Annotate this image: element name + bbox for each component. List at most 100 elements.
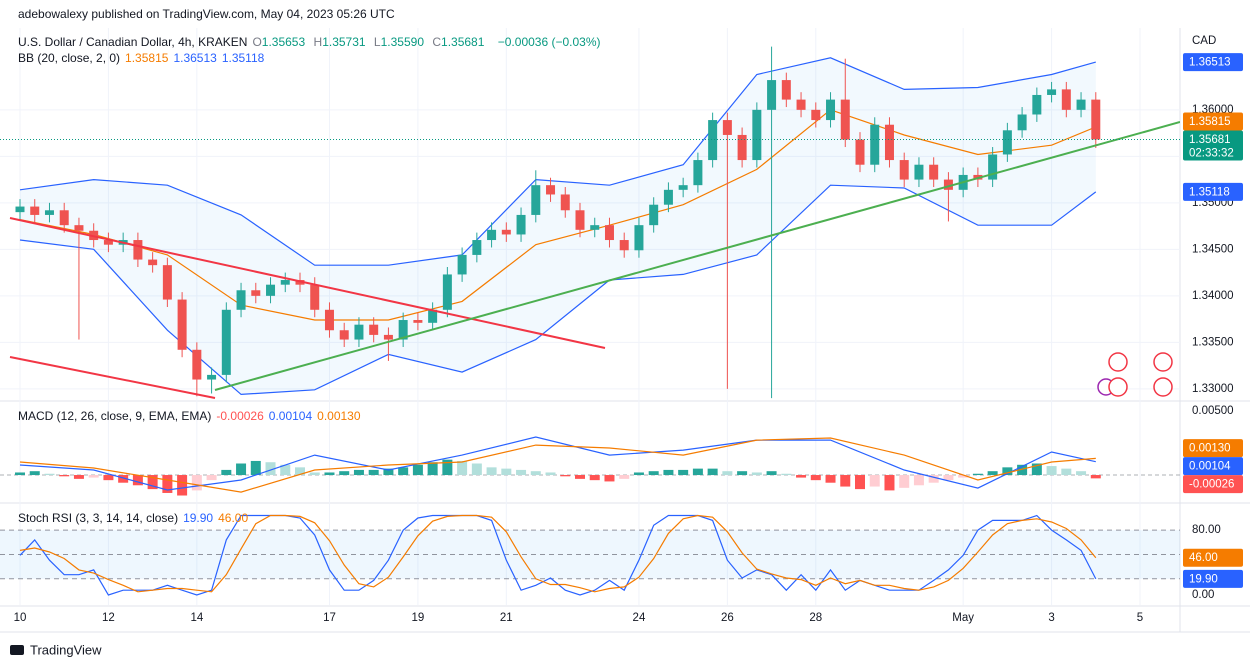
histogram-bar bbox=[15, 472, 25, 476]
histogram-bar bbox=[825, 475, 836, 483]
candle-body bbox=[884, 124, 894, 161]
histogram-bar bbox=[280, 464, 291, 476]
trend-line bbox=[9, 217, 606, 349]
histogram-bar bbox=[73, 475, 84, 479]
bb-upper-value: 1.36513 bbox=[173, 51, 217, 65]
candle-body bbox=[1032, 94, 1042, 115]
histogram-bar bbox=[1090, 475, 1101, 479]
candle-body bbox=[531, 185, 541, 215]
histogram-bar bbox=[236, 463, 247, 476]
candle-body bbox=[663, 189, 673, 205]
histogram-bar bbox=[633, 472, 644, 476]
candle-body bbox=[207, 374, 217, 380]
histogram-bar bbox=[604, 475, 615, 482]
bb-middle bbox=[19, 109, 1097, 321]
trend-line bbox=[9, 356, 216, 399]
histogram-bar bbox=[486, 467, 497, 476]
publisher: adebowalexy published on TradingView.com… bbox=[18, 7, 395, 21]
candle-body bbox=[767, 80, 777, 110]
y-tick-label: 0.00 bbox=[1192, 589, 1214, 601]
histogram-bar bbox=[412, 464, 423, 476]
candle-body bbox=[398, 320, 408, 340]
x-tick-label: 19 bbox=[411, 612, 424, 624]
candle-body bbox=[280, 280, 290, 285]
candle-body bbox=[74, 225, 84, 231]
logo bbox=[10, 645, 24, 655]
histogram-bar bbox=[1017, 464, 1028, 476]
histogram-bar bbox=[737, 471, 748, 476]
histogram-bar bbox=[928, 475, 939, 483]
price-badge-label: 1.35681 bbox=[1189, 134, 1231, 146]
candle-body bbox=[722, 120, 732, 135]
candle-body bbox=[590, 225, 600, 230]
candle-body bbox=[811, 109, 821, 121]
candle-body bbox=[369, 324, 379, 335]
histogram-bar bbox=[958, 475, 969, 478]
candle-body bbox=[413, 320, 423, 323]
histogram-bar bbox=[442, 459, 453, 476]
y-tick-label: 0.00500 bbox=[1192, 405, 1234, 417]
histogram-bar bbox=[987, 471, 998, 476]
x-tick-label: 17 bbox=[323, 612, 336, 624]
histogram-bar bbox=[265, 462, 276, 476]
us-flag-icon[interactable] bbox=[1108, 352, 1128, 372]
ca-flag-icon[interactable] bbox=[1108, 377, 1128, 397]
price-badge-label: 19.90 bbox=[1189, 573, 1218, 585]
ohlc-key: O bbox=[252, 35, 262, 49]
histogram-bar bbox=[132, 475, 143, 486]
histogram-bar bbox=[295, 467, 305, 476]
candle-body bbox=[678, 185, 688, 190]
macd-value: 0.00104 bbox=[268, 409, 313, 423]
x-tick-label: 28 bbox=[809, 612, 822, 624]
histogram-bar bbox=[471, 463, 482, 476]
price-badge bbox=[1183, 475, 1243, 494]
candle-body bbox=[15, 206, 25, 213]
x-tick-label: 14 bbox=[190, 612, 203, 624]
histogram-bar bbox=[884, 475, 895, 491]
ohlc-legend: O1.35653 H1.35731 L1.35590 C1.35681 bbox=[252, 35, 492, 49]
histogram-bar bbox=[1046, 466, 1057, 476]
price-badge-label: 1.35118 bbox=[1189, 186, 1230, 198]
candle-body bbox=[354, 324, 364, 340]
countdown: 02:33:32 bbox=[1189, 148, 1234, 160]
candle-body bbox=[162, 265, 172, 300]
x-tick-label: May bbox=[952, 612, 974, 624]
histogram-bar bbox=[427, 462, 438, 476]
bb-title: BB (20, close, 2, 0) bbox=[18, 51, 121, 65]
histogram-bar bbox=[545, 472, 556, 476]
histogram-bar bbox=[501, 468, 512, 476]
histogram-bar bbox=[530, 471, 541, 476]
candle-body bbox=[546, 185, 556, 195]
candle-body bbox=[192, 349, 202, 380]
histogram-bar bbox=[751, 472, 762, 476]
ohlc-key: C bbox=[432, 35, 442, 49]
price-badge-label: 1.36513 bbox=[1189, 57, 1231, 69]
histogram-bar bbox=[88, 475, 99, 478]
price-badge bbox=[1183, 457, 1243, 476]
candle-body bbox=[428, 309, 438, 323]
us-flag-icon[interactable] bbox=[1153, 352, 1173, 372]
candle-body bbox=[1047, 89, 1057, 95]
candle-body bbox=[1002, 130, 1012, 155]
histogram-bar bbox=[221, 469, 232, 476]
histogram-bar bbox=[206, 475, 217, 481]
histogram-bar bbox=[368, 469, 379, 476]
candle-body bbox=[310, 284, 320, 310]
ca-flag-icon[interactable] bbox=[1153, 377, 1173, 397]
histogram-bar bbox=[44, 473, 55, 476]
ohlc-value: 1.35653 bbox=[261, 35, 306, 49]
price-badge bbox=[1183, 548, 1243, 567]
band-fill bbox=[20, 57, 1096, 395]
histogram-bar bbox=[899, 475, 910, 488]
histogram-bar bbox=[103, 475, 114, 481]
brand: TradingView bbox=[30, 642, 102, 657]
candle-body bbox=[575, 210, 585, 230]
x-tick-label: 26 bbox=[721, 612, 734, 624]
histogram-bar bbox=[619, 475, 630, 479]
d-value: 46.00 bbox=[218, 511, 249, 525]
histogram-bar bbox=[869, 475, 880, 487]
candle-body bbox=[457, 254, 467, 275]
histogram-bar bbox=[707, 468, 718, 476]
price-badge-label: 1.35815 bbox=[1189, 116, 1231, 128]
stoch-title: Stoch RSI (3, 3, 14, 14, close) bbox=[18, 511, 179, 525]
